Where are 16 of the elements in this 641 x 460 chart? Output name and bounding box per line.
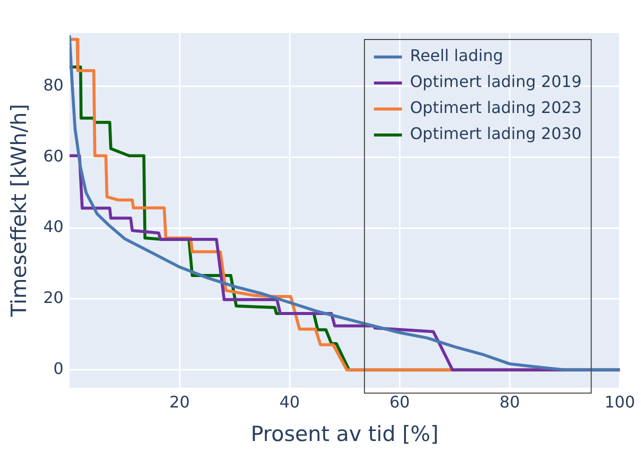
y-tick-label: 40 — [43, 217, 64, 236]
x-tick-label: 100 — [604, 392, 636, 412]
x-tick-label: 40 — [279, 392, 300, 412]
y-tick-label: 60 — [43, 146, 64, 166]
x-tick-label: 60 — [389, 392, 410, 412]
x-tick-label: 20 — [169, 392, 190, 412]
legend-label: Optimert lading 2019 — [410, 72, 582, 92]
y-axis-title: Timeseffekt [kWh/h] — [7, 104, 32, 318]
legend-label: Reell lading — [410, 46, 504, 66]
legend-label: Optimert lading 2023 — [410, 98, 582, 118]
y-tick-label: 80 — [43, 75, 64, 94]
y-tick-label: 0 — [53, 359, 64, 378]
x-axis-title: Prosent av tid [%] — [250, 422, 439, 446]
x-tick-label: 80 — [500, 392, 520, 412]
legend-label: Optimert lading 2030 — [410, 124, 582, 144]
y-tick-label: 20 — [43, 288, 64, 308]
